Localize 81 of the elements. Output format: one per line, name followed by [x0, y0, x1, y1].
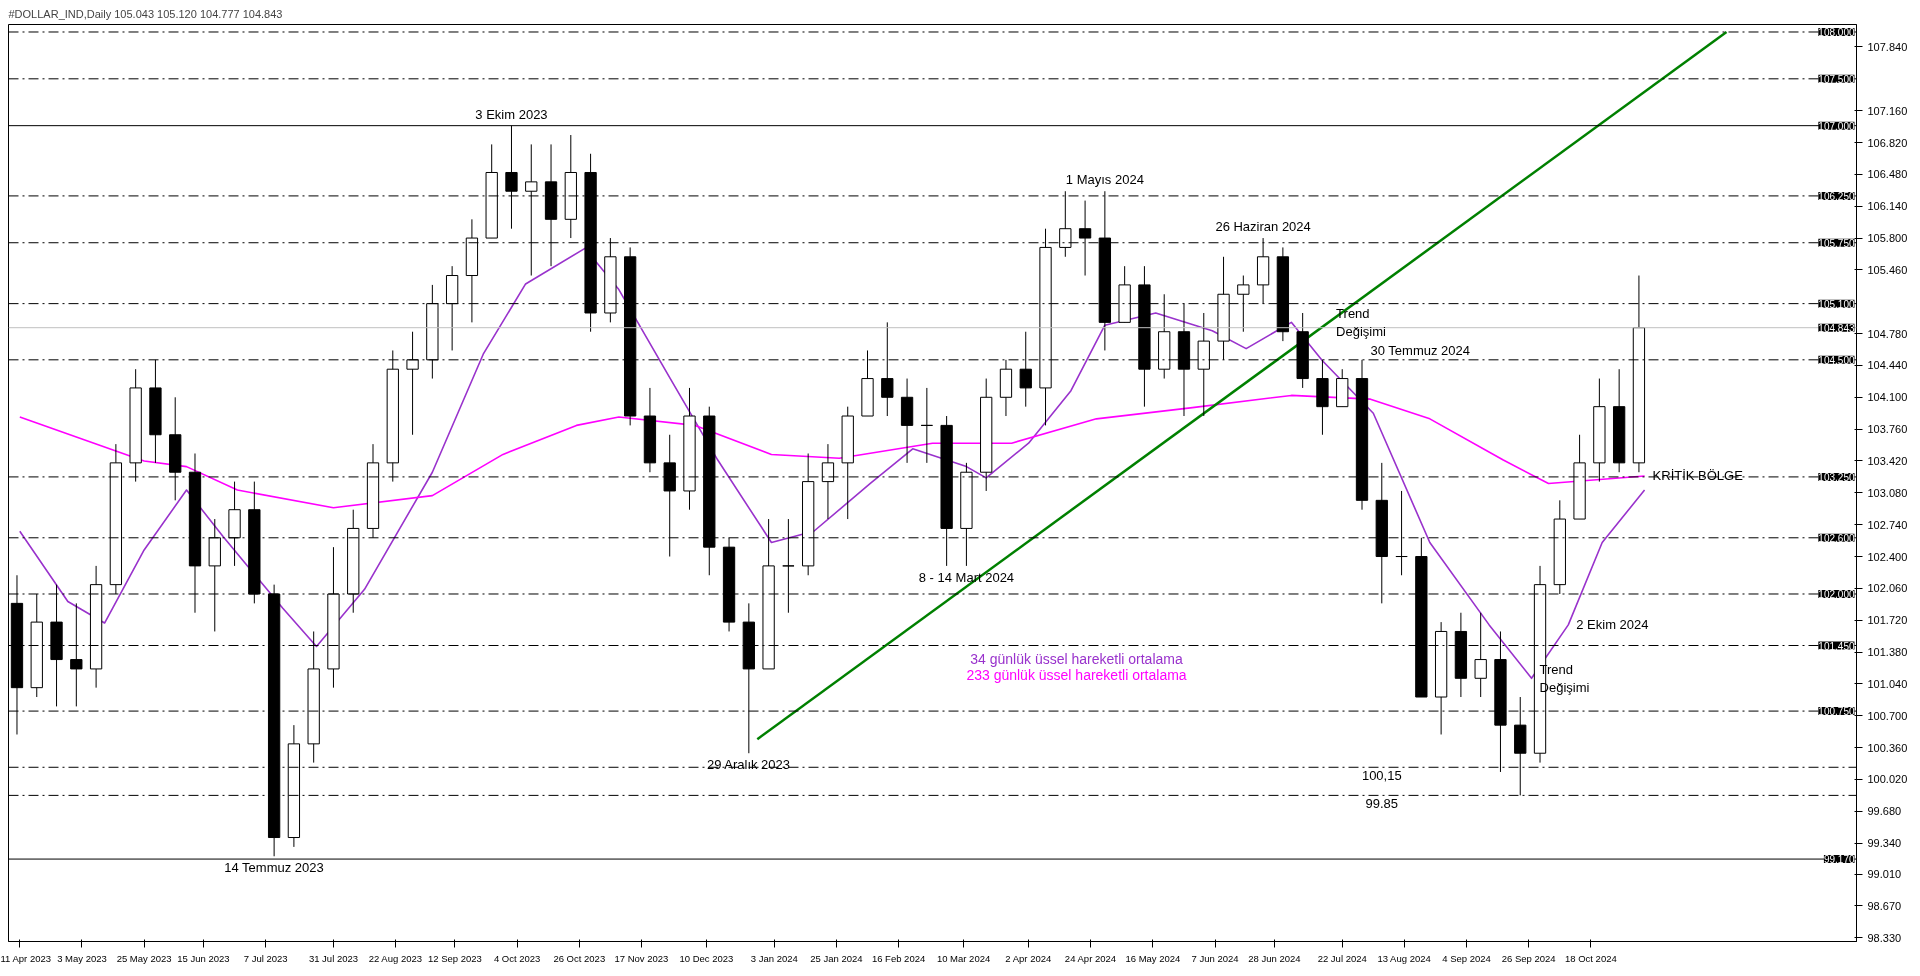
- x-tick-label: 26 Oct 2023: [553, 952, 606, 964]
- x-tick-label: 7 Jun 2024: [1191, 952, 1239, 964]
- y-tick-label: 99.680: [1867, 805, 1902, 818]
- y-tick-label: 98.330: [1867, 931, 1902, 944]
- x-tick-label: 22 Aug 2023: [368, 952, 423, 964]
- annotation: 2 Ekim 2024: [1576, 617, 1649, 633]
- y-tick-label: 104.440: [1867, 359, 1908, 372]
- annotation: 3 Ekim 2023: [475, 106, 548, 122]
- annotation: 1 Mayıs 2024: [1065, 172, 1144, 188]
- x-tick-label: 16 Feb 2024: [871, 952, 926, 964]
- ref-line-label: 108.000: [1818, 26, 1855, 38]
- y-tick-label: 100.360: [1867, 741, 1908, 754]
- annotation: 100,15: [1361, 768, 1402, 784]
- ref-line-label: 99.170: [1823, 854, 1855, 866]
- y-tick-label: 107.160: [1867, 104, 1908, 117]
- line-series: [19, 394, 1646, 509]
- ref-line-label: 100.750: [1818, 706, 1855, 718]
- y-tick-label: 104.100: [1867, 391, 1908, 404]
- x-tick-label: 13 Aug 2024: [1377, 952, 1431, 964]
- x-tick-label: 10 Dec 2023: [679, 952, 734, 964]
- x-tick-label: 3 May 2023: [57, 952, 107, 964]
- y-tick-label: 106.140: [1867, 200, 1908, 213]
- annotation: 26 Haziran 2024: [1215, 219, 1311, 235]
- y-tick-label: 98.670: [1867, 899, 1902, 912]
- x-tick-label: 26 Sep 2024: [1501, 952, 1556, 964]
- ref-line-label: 104.500: [1818, 354, 1855, 366]
- y-tick-label: 105.460: [1867, 263, 1908, 276]
- x-tick-label: 12 Sep 2023: [428, 952, 482, 964]
- y-tick-label: 103.420: [1867, 454, 1908, 467]
- text: 34 günlük üssel hareketli ortalama: [970, 650, 1183, 667]
- x-tick-label: 17 Nov 2023: [614, 952, 669, 964]
- x-tick-label: 4 Sep 2024: [1442, 952, 1491, 964]
- x-tick-label: 15 Jun 2023: [177, 952, 230, 964]
- ref-line-label: 101.450: [1818, 640, 1855, 652]
- x-tick-label: 22 Jul 2024: [1317, 952, 1367, 964]
- y-tick-label: 106.820: [1867, 136, 1908, 149]
- y-tick-label: 99.010: [1867, 868, 1902, 881]
- x-tick-label: 18 Oct 2024: [1565, 952, 1617, 964]
- y-tick-label: 103.080: [1867, 486, 1908, 499]
- y-tick-label: 103.760: [1867, 423, 1908, 436]
- y-tick-label: 104.780: [1867, 327, 1908, 340]
- candlestick: [920, 387, 933, 464]
- ref-line-label: 107.000: [1818, 120, 1855, 132]
- x-tick-label: 24 Apr 2024: [1064, 952, 1117, 964]
- text: 233 günlük üssel hareketli ortalama: [966, 666, 1187, 683]
- ref-line-label: 103.250: [1818, 471, 1855, 483]
- annotation: 14 Temmuz 2023: [224, 860, 324, 876]
- y-tick-label: 102.740: [1867, 518, 1908, 531]
- x-tick-label: 3 Jan 2024: [750, 952, 798, 964]
- x-tick-label: 11 Apr 2023: [0, 952, 52, 964]
- chart-title: #DOLLAR_IND,Daily 105.043 105.120 104.777 104.843: [8, 7, 283, 20]
- y-tick-label: 99.340: [1867, 837, 1902, 850]
- x-tick-label: 10 Mar 2024: [936, 952, 991, 964]
- ref-line-label: 104.843: [1818, 322, 1855, 334]
- ref-line-label: 106.250: [1818, 190, 1855, 202]
- y-tick-label: 105.800: [1867, 232, 1908, 245]
- ref-line-label: 102.600: [1818, 532, 1855, 544]
- ref-line-label: 107.500: [1818, 73, 1855, 85]
- y-tick-label: 102.060: [1867, 582, 1908, 595]
- annotation: KRİTİK BÖLGE: [1652, 468, 1744, 484]
- x-tick-label: 28 Jun 2024: [1248, 952, 1301, 964]
- annotation: 99.85: [1365, 796, 1399, 812]
- y-tick-label: 107.840: [1867, 40, 1908, 53]
- y-tick-label: 102.400: [1867, 550, 1908, 563]
- y-tick-label: 100.700: [1867, 709, 1908, 722]
- x-tick-label: 7 Jul 2023: [243, 952, 288, 964]
- y-tick-label: 101.380: [1867, 646, 1908, 659]
- ref-line-label: 105.100: [1818, 298, 1855, 310]
- x-tick-label: 4 Oct 2023: [493, 952, 541, 964]
- x-tick-label: 25 May 2023: [116, 952, 172, 964]
- ref-line-label: 102.000: [1818, 589, 1855, 600]
- ref-line-label: 105.750: [1818, 237, 1855, 249]
- y-tick-label: 100.020: [1867, 773, 1908, 786]
- y-tick-label: 101.040: [1867, 677, 1908, 690]
- y-tick-label: 106.480: [1867, 168, 1908, 181]
- x-tick-label: 31 Jul 2023: [308, 952, 359, 964]
- y-tick-label: 101.720: [1867, 614, 1908, 627]
- x-tick-label: 2 Apr 2024: [1005, 952, 1052, 964]
- x-tick-label: 25 Jan 2024: [810, 952, 863, 964]
- x-tick-label: 16 May 2024: [1125, 952, 1181, 964]
- annotation: 30 Temmuz 2024: [1370, 342, 1470, 358]
